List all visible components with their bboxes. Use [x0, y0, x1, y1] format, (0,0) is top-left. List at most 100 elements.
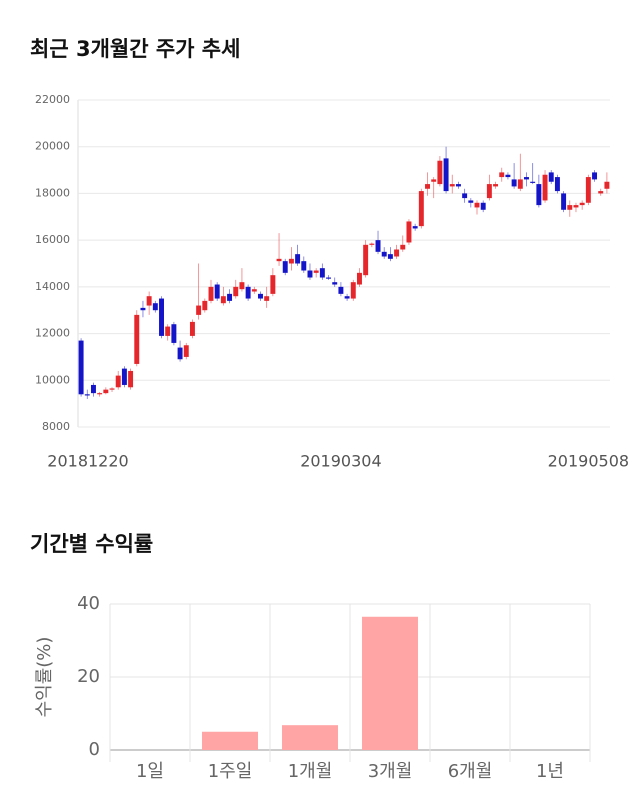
candle-body: [276, 258, 282, 262]
candle-body: [499, 172, 505, 178]
candle-body: [196, 305, 202, 315]
candle-body: [146, 296, 152, 306]
candle-body: [511, 179, 517, 187]
candle-body: [431, 179, 437, 182]
candle-body: [214, 284, 220, 299]
candle-body: [363, 244, 369, 276]
candle-body: [468, 200, 474, 203]
candle-body: [295, 254, 301, 264]
candle-body: [270, 275, 276, 294]
y-tick-label: 16000: [35, 233, 70, 246]
x-tick-label: 20190304: [300, 452, 381, 471]
candle-body: [326, 277, 332, 279]
y-tick-label: 20: [77, 666, 100, 687]
x-tick-label: 1일: [136, 761, 164, 782]
y-tick-label: 8000: [42, 420, 70, 433]
candle-body: [356, 272, 362, 285]
candle-body: [344, 296, 350, 299]
candle-body: [579, 202, 585, 206]
candle-body: [208, 286, 214, 301]
chart-title: 기간별 수익률: [30, 532, 153, 556]
candle-body: [530, 181, 536, 183]
candle-body: [418, 191, 424, 227]
candle-body: [121, 368, 127, 385]
candle-body: [109, 388, 115, 390]
candle-body: [264, 296, 270, 301]
candle-body: [84, 394, 90, 396]
candle-body: [567, 205, 573, 210]
candle-body: [561, 193, 567, 210]
candle-body: [189, 321, 195, 336]
candle-body: [227, 293, 233, 301]
candle-body: [592, 172, 598, 180]
y-axis-label: 수익률(%): [34, 637, 55, 718]
y-tick-label: 14000: [35, 280, 70, 293]
candle-body: [202, 300, 208, 311]
candle-body: [165, 326, 171, 336]
candle-body: [381, 251, 387, 257]
candle-body: [313, 270, 319, 273]
candle-body: [288, 258, 294, 264]
y-tick-label: 12000: [35, 327, 70, 340]
candle-body: [573, 205, 579, 208]
candle-body: [307, 270, 313, 278]
y-tick-label: 0: [89, 739, 100, 760]
candle-body: [183, 345, 189, 357]
candle-body: [134, 314, 140, 364]
candle-body: [301, 261, 307, 271]
candle-body: [251, 289, 257, 292]
x-tick-label: 1주일: [208, 761, 253, 782]
candle-body: [233, 286, 239, 297]
candle-body: [90, 384, 96, 394]
candle-body: [375, 240, 381, 252]
candle-body: [598, 191, 604, 194]
candle-body: [140, 307, 146, 311]
candle-body: [115, 375, 121, 388]
candle-body: [394, 249, 400, 257]
candle-body: [505, 174, 511, 178]
candle-body: [536, 184, 542, 206]
y-tick-label: 20000: [35, 140, 70, 153]
candle-body: [604, 181, 610, 189]
candle-body: [338, 286, 344, 294]
candle-body: [443, 158, 449, 192]
candle-body: [462, 193, 468, 199]
candle-body: [258, 293, 263, 299]
candle-body: [282, 261, 288, 273]
candle-body: [425, 184, 430, 189]
candle-body: [455, 184, 461, 187]
candle-body: [474, 202, 480, 208]
candle-body: [387, 254, 393, 259]
bar: [282, 725, 338, 750]
candle-body: [449, 184, 455, 187]
bar: [362, 616, 418, 750]
candle-body: [486, 184, 492, 199]
candle-body: [542, 174, 548, 201]
x-tick-label: 20181220: [47, 452, 128, 471]
candle-body: [369, 243, 375, 245]
y-tick-label: 18000: [35, 186, 70, 199]
candle-body: [159, 298, 164, 336]
x-tick-label: 20190508: [548, 452, 629, 471]
chart-title: 최근 3개월간 주가 추세: [30, 37, 240, 61]
candle-body: [332, 282, 338, 285]
candle-body: [350, 282, 356, 299]
candle-body: [78, 340, 84, 395]
candle-body: [548, 172, 554, 182]
x-tick-label: 1년: [536, 761, 564, 782]
candle-body: [406, 221, 412, 243]
candle-body: [152, 303, 158, 311]
candle-body: [585, 177, 591, 203]
y-tick-label: 22000: [35, 93, 70, 106]
candle-body: [220, 296, 226, 304]
x-tick-label: 6개월: [448, 761, 493, 782]
candle-body: [245, 286, 251, 299]
y-tick-label: 10000: [35, 373, 70, 386]
candle-body: [517, 179, 523, 189]
candle-body: [239, 282, 245, 290]
candle-body: [437, 160, 443, 185]
y-tick-label: 40: [77, 593, 100, 614]
candle-body: [128, 370, 134, 388]
